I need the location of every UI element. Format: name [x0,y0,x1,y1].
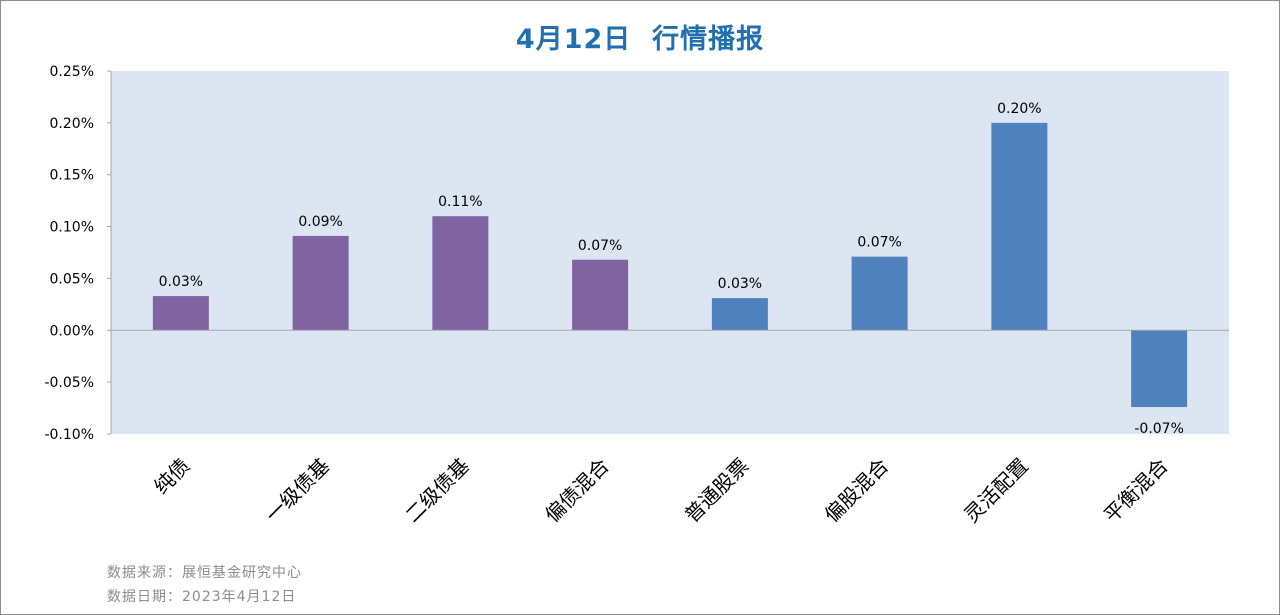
data-label: 0.03% [718,276,762,292]
x-tick-label: 普通股票 [680,454,754,528]
bar [851,256,908,331]
bar [1131,330,1188,408]
data-label: 0.11% [438,194,482,210]
data-date-note: 数据日期：2023年4月12日 [107,589,297,605]
data-label: 0.07% [857,235,901,251]
y-tick-label: 0.25% [50,64,94,80]
bar [292,235,349,331]
y-tick-label: 0.15% [50,168,94,184]
data-label: 0.07% [578,238,622,254]
y-tick-label: -0.10% [44,427,94,443]
plot-area [111,71,1229,434]
y-tick-label: 0.05% [50,271,94,287]
x-tick-label: 灵活配置 [959,454,1033,528]
y-tick-label: 0.00% [50,323,94,339]
x-tick-label: 偏债混合 [540,454,614,528]
y-tick-label: 0.20% [50,116,94,132]
data-source-note: 数据来源：展恒基金研究中心 [107,565,302,581]
x-tick-label: 平衡混合 [1099,454,1173,528]
bar [711,298,768,331]
data-label: 0.09% [298,214,342,230]
data-label: 0.03% [159,274,203,290]
bar [152,296,209,331]
x-tick-label: 二级债基 [400,454,474,528]
y-tick-label: 0.10% [50,220,94,236]
chart-title: 4月12日 行情播报 [515,24,765,55]
bar [991,122,1048,331]
x-tick-label: 纯债 [149,454,194,499]
data-label: 0.20% [997,101,1041,117]
x-tick-label: 偏股混合 [820,454,894,528]
x-tick-label: 一级债基 [261,454,335,528]
y-tick-label: -0.05% [44,375,94,391]
bar [572,259,629,331]
bar [432,216,489,331]
data-label: -0.07% [1134,421,1184,437]
